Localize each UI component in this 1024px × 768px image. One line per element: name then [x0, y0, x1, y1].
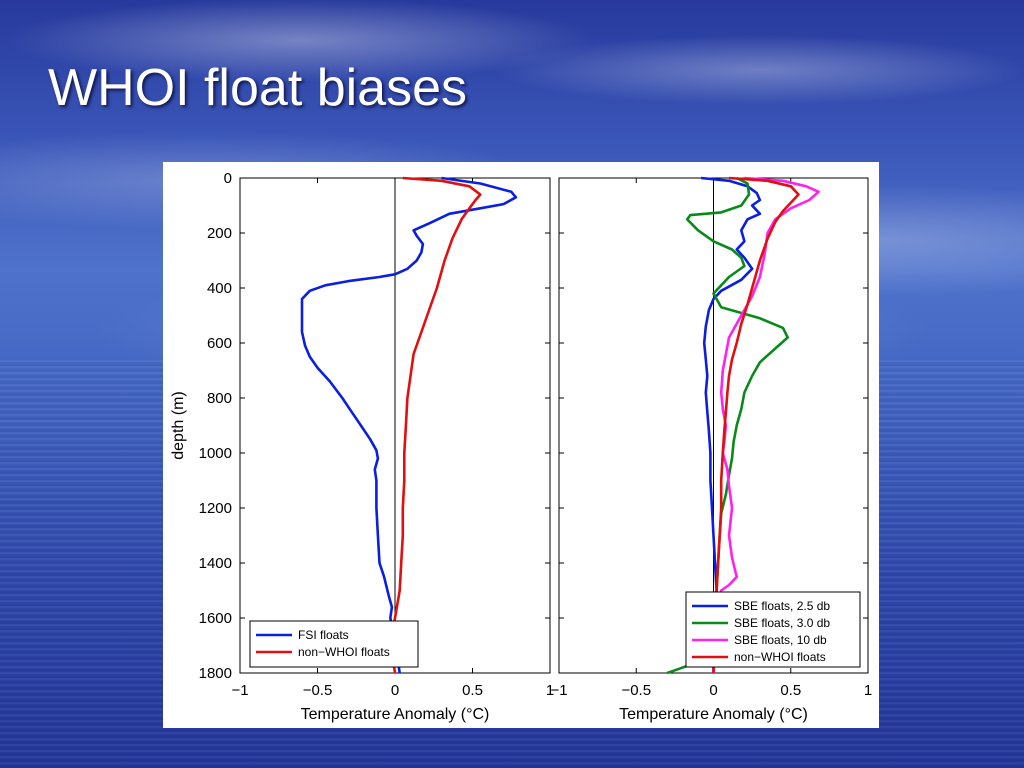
y-tick-label-8: 1600 — [199, 610, 232, 627]
y-tick-label-6: 1200 — [199, 500, 232, 517]
legend-label-1-2: non−WHOI floats — [298, 645, 390, 659]
x-axis-label-1: Temperature Anomaly (°C) — [301, 706, 490, 723]
x-axis-label-2: Temperature Anomaly (°C) — [619, 706, 808, 723]
x-tick-label-1-0: −1 — [231, 682, 248, 699]
x-tick-label-2-0: −1 — [550, 682, 567, 699]
series-line-2-4 — [712, 176, 800, 673]
legend-label-2-1: SBE floats, 2.5 db — [734, 599, 830, 613]
x-tick-label-1-2: 0 — [391, 682, 399, 699]
legend-label-2-2: SBE floats, 3.0 db — [734, 616, 830, 630]
x-tick-label-2-2: 0 — [709, 682, 717, 699]
series-line-1-2 — [390, 176, 482, 674]
slide-title: WHOI float biases — [48, 59, 468, 117]
legend-label-2-3: SBE floats, 10 db — [734, 633, 827, 647]
y-tick-label-5: 1000 — [199, 445, 232, 462]
series-line-2-3 — [712, 176, 820, 674]
y-tick-label-1: 200 — [207, 225, 232, 242]
y-tick-label-0: 0 — [224, 170, 232, 187]
x-tick-label-1-1: −0.5 — [303, 682, 333, 699]
series-line-1-1 — [300, 176, 518, 674]
y-tick-label-2: 400 — [207, 280, 232, 297]
y-tick-label-9: 1800 — [199, 665, 232, 682]
x-tick-label-2-1: −0.5 — [621, 682, 651, 699]
profile-charts-svg: −1 −0.5 0 0.5 1 0 200 400 600 800 1000 1200 1400 1600… — [170, 170, 872, 723]
y-axis-label: depth (m) — [170, 391, 187, 459]
y-tick-label-7: 1400 — [199, 555, 232, 572]
x-tick-label-1-4: 1 — [546, 682, 554, 699]
y-tick-label-3: 600 — [207, 335, 232, 352]
x-tick-label-1-3: 0.5 — [462, 682, 483, 699]
legend-box-2 — [685, 591, 861, 668]
figure-panel: −1 −0.5 0 0.5 1 0 200 400 600 800 1000 1200 1400 1600… — [163, 162, 879, 728]
legend-box-1 — [249, 620, 419, 668]
legend-label-2-4: non−WHOI floats — [734, 650, 826, 664]
series-line-2-1 — [700, 176, 762, 673]
x-tick-label-2-3: 0.5 — [780, 682, 801, 699]
legend-label-1-1: FSI floats — [298, 628, 349, 642]
x-tick-label-2-4: 1 — [864, 682, 872, 699]
y-tick-label-4: 800 — [207, 390, 232, 407]
